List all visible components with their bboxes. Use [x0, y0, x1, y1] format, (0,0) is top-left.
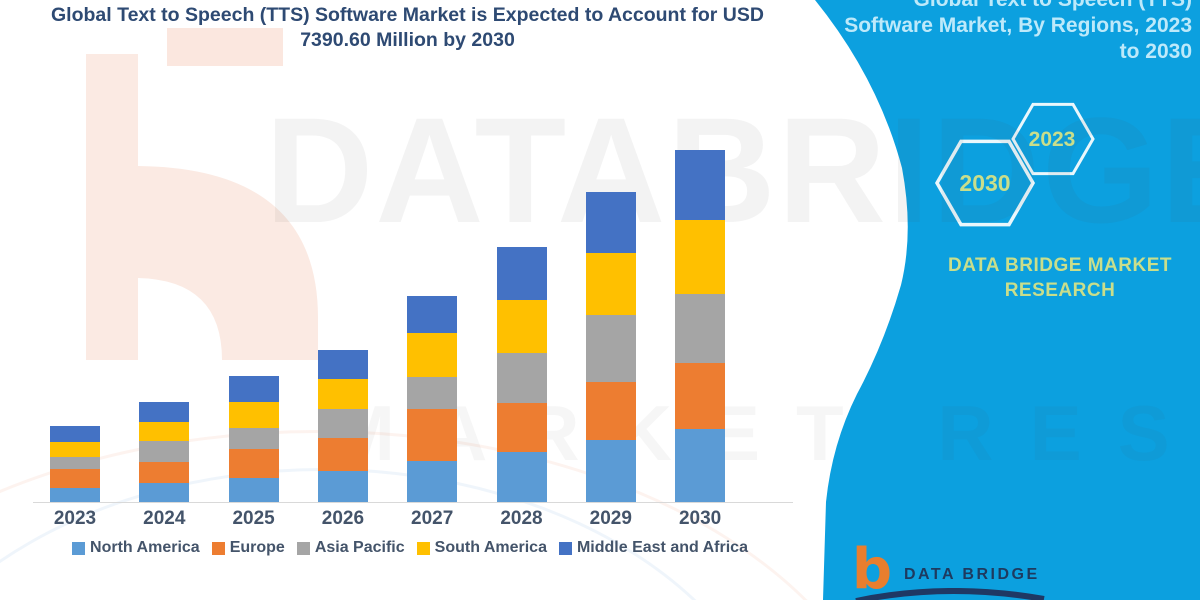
segment-asia-pacific-2023: [50, 457, 100, 469]
page-title-line2: 7390.60 Million by 2030: [300, 29, 515, 51]
x-axis-label-2024: 2024: [143, 508, 186, 529]
page-title: Global Text to Speech (TTS) Software Mar…: [5, 3, 810, 53]
segment-europe-2027: [407, 409, 458, 461]
bar-2029: [585, 191, 636, 502]
legend-item-middle-east-and-africa: Middle East and Africa: [558, 539, 748, 557]
segment-asia-pacific-2025: [228, 428, 279, 449]
x-axis-label-2028: 2028: [500, 508, 543, 529]
page-title-line1: Global Text to Speech (TTS) Software Mar…: [51, 4, 764, 26]
hexagon-2030-icon: [934, 139, 1036, 227]
legend-swatch-south-america: [416, 541, 430, 555]
segment-middle-east-and-africa-2027: [407, 296, 458, 333]
brand-name: DATA BRIDGE MARKET RESEARCH: [930, 253, 1190, 303]
legend-swatch-asia-pacific: [296, 541, 310, 555]
legend-item-north-america: North America: [72, 539, 200, 557]
side-panel-title: Global Text to Speech (TTS) Software Mar…: [812, 0, 1192, 65]
bridge-swoosh-icon: [855, 588, 1045, 600]
segment-south-america-2025: [228, 402, 279, 429]
hexagon-2023-icon: [1011, 102, 1095, 176]
legend-swatch-europe: [211, 541, 225, 555]
hexagon-2030-label: 2030: [959, 170, 1011, 196]
segment-south-america-2029: [585, 253, 636, 316]
segment-north-america-2028: [496, 452, 547, 502]
segment-south-america-2024: [139, 421, 190, 442]
legend-label-asia-pacific: Asia Pacific: [314, 539, 405, 556]
segment-asia-pacific-2027: [407, 376, 458, 410]
bar-2027: [407, 296, 458, 502]
side-panel-title-line1: Global Text to Speech (TTS): [812, 0, 1192, 13]
segment-south-america-2028: [496, 299, 547, 353]
side-panel-title-line2: Software Market, By Regions, 2023: [844, 14, 1192, 37]
segment-asia-pacific-2026: [317, 408, 368, 439]
x-axis-labels: 2023 2024 2025 2026 2027 2028 2029 2030: [35, 508, 791, 534]
legend-label-middle-east-and-africa: Middle East and Africa: [576, 539, 748, 556]
segment-middle-east-and-africa-2025: [228, 375, 279, 403]
stacked-bar-plot: [35, 150, 791, 502]
segment-europe-2025: [228, 448, 279, 479]
segment-south-america-2023: [50, 441, 100, 458]
x-axis-label-2025: 2025: [232, 508, 275, 529]
bar-2026: [317, 349, 368, 502]
segment-asia-pacific-2028: [496, 352, 547, 404]
brand-line2: RESEARCH: [1004, 280, 1116, 301]
legend-item-asia-pacific: Asia Pacific: [296, 539, 405, 557]
hexagon-2023-label: 2023: [1028, 128, 1076, 151]
segment-south-america-2030: [675, 219, 726, 294]
legend-item-south-america: South America: [416, 539, 547, 557]
brand-line1: DATA BRIDGE MARKET: [948, 255, 1172, 276]
data-bridge-b-icon: b: [852, 537, 893, 600]
segment-middle-east-and-africa-2024: [139, 402, 190, 422]
x-axis-label-2023: 2023: [53, 508, 97, 529]
bar-2023: [50, 425, 100, 502]
legend-label-south-america: South America: [434, 539, 547, 556]
legend-label-north-america: North America: [90, 539, 200, 556]
legend-swatch-middle-east-and-africa: [558, 541, 572, 555]
footer-logo-text: DATA BRIDGE: [904, 566, 1040, 583]
segment-north-america-2025: [228, 478, 279, 502]
legend-swatch-north-america: [72, 541, 86, 555]
x-axis-line: [33, 502, 793, 503]
segment-europe-2028: [496, 403, 547, 453]
segment-europe-2024: [139, 461, 190, 484]
segment-north-america-2029: [585, 440, 636, 502]
bar-2028: [496, 247, 547, 502]
legend-label-europe: Europe: [229, 539, 285, 556]
segment-europe-2023: [50, 468, 100, 488]
segment-south-america-2026: [317, 379, 368, 409]
segment-middle-east-and-africa-2023: [50, 425, 100, 442]
x-axis-label-2026: 2026: [321, 508, 365, 529]
segment-asia-pacific-2030: [675, 293, 726, 364]
bar-2025: [228, 375, 279, 502]
segment-europe-2030: [675, 363, 726, 429]
segment-europe-2029: [585, 381, 636, 441]
segment-north-america-2024: [139, 483, 190, 502]
bar-2024: [139, 402, 190, 502]
x-axis-label-2030: 2030: [678, 508, 722, 529]
footer-logo: b DATA BRIDGE: [852, 542, 1062, 600]
segment-middle-east-and-africa-2029: [585, 191, 636, 254]
x-axis-label-2029: 2029: [589, 508, 632, 529]
segment-north-america-2026: [317, 471, 368, 502]
x-axis-label-2027: 2027: [411, 508, 454, 529]
segment-middle-east-and-africa-2028: [496, 247, 547, 300]
segment-middle-east-and-africa-2026: [317, 349, 368, 380]
legend-item-europe: Europe: [211, 539, 285, 557]
segment-north-america-2023: [50, 487, 100, 502]
segment-north-america-2030: [675, 428, 726, 502]
segment-europe-2026: [317, 438, 368, 472]
bar-2030: [675, 150, 726, 502]
segment-north-america-2027: [407, 460, 458, 502]
side-panel-title-line3: to 2030: [1119, 40, 1192, 63]
segment-asia-pacific-2029: [585, 315, 636, 382]
segment-middle-east-and-africa-2030: [675, 150, 726, 220]
chart-legend: North America Europe Asia Pacific South Ame…: [15, 539, 805, 557]
segment-asia-pacific-2024: [139, 441, 190, 462]
segment-south-america-2027: [407, 332, 458, 377]
